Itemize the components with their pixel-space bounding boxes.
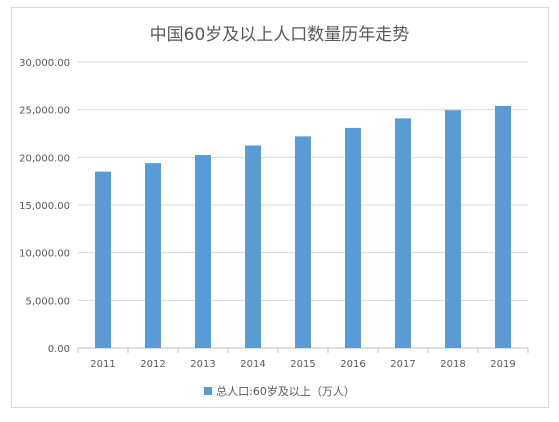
y-tick-label: 25,000.00 <box>19 106 70 117</box>
bar <box>295 136 311 348</box>
bar <box>445 110 461 349</box>
y-tick-label: 10,000.00 <box>19 249 70 260</box>
y-tick-label: 20,000.00 <box>19 153 70 164</box>
x-tick-label: 2015 <box>290 359 315 370</box>
x-tick-label: 2017 <box>390 359 415 370</box>
x-tick-label: 2019 <box>490 359 515 370</box>
x-tick-label: 2013 <box>190 359 215 370</box>
x-tick-label: 2012 <box>140 359 165 370</box>
bar <box>145 163 161 348</box>
bar <box>95 171 111 348</box>
bar <box>195 155 211 348</box>
legend: 总人口:60岁及以上（万人） <box>0 383 559 399</box>
x-tick-label: 2014 <box>240 359 265 370</box>
bar <box>495 105 511 348</box>
y-tick-label: 30,000.00 <box>19 58 70 69</box>
y-tick-label: 5,000.00 <box>25 296 70 307</box>
x-tick-label: 2016 <box>340 359 365 370</box>
legend-swatch <box>204 387 213 395</box>
legend-label: 总人口:60岁及以上（万人） <box>216 385 355 398</box>
x-tick-label: 2011 <box>90 359 115 370</box>
bar <box>345 127 361 348</box>
y-tick-label: 0.00 <box>48 344 70 355</box>
y-tick-label: 15,000.00 <box>19 201 70 212</box>
chart-title: 中国60岁及以上人口数量历年走势 <box>149 25 410 45</box>
bar <box>395 118 411 348</box>
x-tick-label: 2018 <box>440 359 465 370</box>
bar <box>245 145 261 348</box>
